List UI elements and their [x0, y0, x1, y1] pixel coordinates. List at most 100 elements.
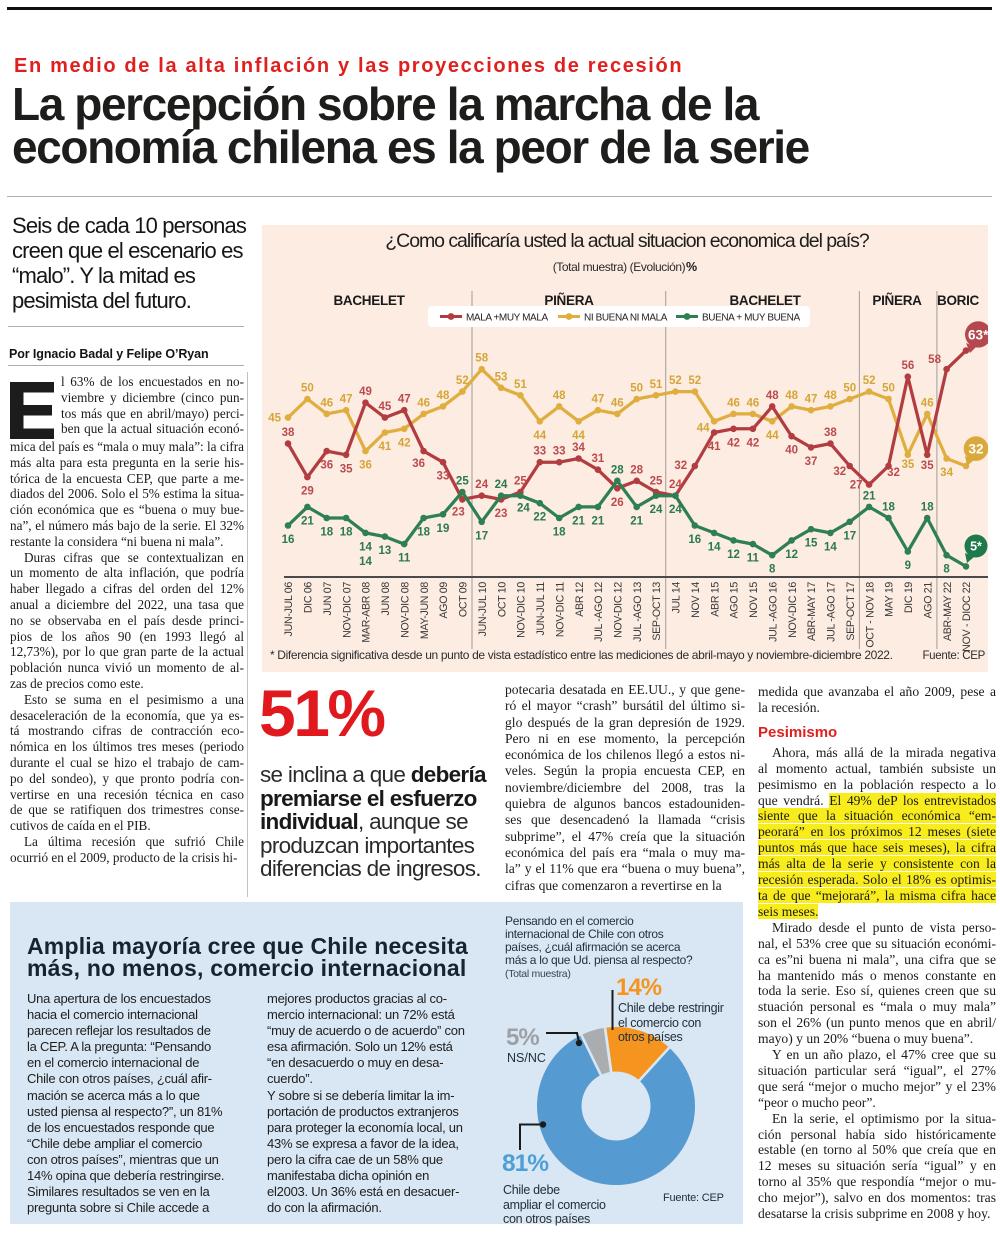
- svg-text:14: 14: [824, 541, 837, 553]
- svg-text:11: 11: [398, 553, 411, 565]
- svg-text:9: 9: [905, 560, 911, 572]
- svg-text:35: 35: [921, 460, 934, 472]
- svg-text:34: 34: [940, 467, 953, 479]
- svg-text:25: 25: [456, 476, 469, 488]
- svg-text:(Total muestra) (Evolución): (Total muestra) (Evolución): [553, 260, 686, 274]
- svg-text:21: 21: [572, 515, 585, 527]
- svg-text:¿Como calificaría usted la act: ¿Como calificaría usted la actual situac…: [385, 230, 870, 252]
- svg-text:JUN 07: JUN 07: [322, 582, 334, 616]
- svg-text:58: 58: [475, 353, 488, 365]
- svg-text:15: 15: [805, 538, 818, 550]
- svg-text:18: 18: [340, 527, 353, 539]
- svg-text:33: 33: [533, 446, 546, 458]
- svg-text:NOV - DIOC 22: NOV - DIOC 22: [961, 582, 973, 652]
- svg-text:12: 12: [785, 549, 798, 561]
- svg-text:56: 56: [901, 360, 914, 372]
- svg-text:25: 25: [650, 476, 663, 488]
- svg-text:24: 24: [650, 504, 663, 516]
- svg-text:JUN-JUL 10: JUN-JUL 10: [477, 582, 489, 637]
- svg-text:8: 8: [943, 564, 950, 576]
- svg-text:18: 18: [921, 502, 934, 514]
- svg-text:44: 44: [766, 430, 779, 442]
- svg-text:14: 14: [359, 556, 372, 568]
- svg-text:46: 46: [611, 397, 624, 409]
- svg-text:46: 46: [921, 397, 934, 409]
- svg-text:ABR 12: ABR 12: [574, 582, 586, 617]
- svg-text:36: 36: [320, 460, 333, 472]
- svg-text:47: 47: [805, 394, 818, 406]
- svg-text:JUL -AGO 17: JUL -AGO 17: [826, 582, 838, 642]
- svg-text:32: 32: [887, 467, 900, 479]
- svg-text:BUENA + MUY BUENA: BUENA + MUY BUENA: [702, 313, 801, 324]
- svg-text:45: 45: [268, 413, 281, 425]
- svg-text:BACHELET: BACHELET: [729, 293, 801, 308]
- svg-text:JUL -AGO 13: JUL -AGO 13: [632, 582, 644, 642]
- svg-text:51: 51: [514, 379, 527, 391]
- svg-text:35: 35: [901, 459, 914, 471]
- svg-text:63*: 63*: [968, 327, 988, 342]
- svg-text:32: 32: [674, 460, 687, 472]
- svg-text:JUL 14: JUL 14: [671, 582, 683, 614]
- svg-text:25: 25: [514, 476, 527, 488]
- svg-text:37: 37: [805, 456, 818, 468]
- svg-text:ABR-MAY 22: ABR-MAY 22: [942, 582, 954, 641]
- svg-text:24: 24: [495, 479, 508, 491]
- svg-text:24: 24: [669, 504, 682, 516]
- svg-text:26: 26: [611, 497, 624, 509]
- svg-text:50: 50: [882, 383, 895, 395]
- svg-text:AGO 21: AGO 21: [922, 582, 934, 619]
- svg-text:5*: 5*: [970, 540, 982, 554]
- svg-text:40: 40: [785, 445, 798, 457]
- svg-text:44: 44: [697, 422, 710, 434]
- svg-text:MAR-ABR 08: MAR-ABR 08: [361, 582, 373, 643]
- svg-text:50: 50: [843, 383, 856, 395]
- svg-text:AGO 15: AGO 15: [729, 582, 741, 619]
- svg-text:27: 27: [850, 480, 863, 492]
- svg-text:52: 52: [688, 375, 701, 387]
- svg-text:44: 44: [572, 430, 585, 442]
- svg-text:21: 21: [863, 490, 876, 502]
- svg-text:11: 11: [747, 553, 760, 565]
- svg-text:NOV 14: NOV 14: [690, 582, 702, 618]
- svg-text:24: 24: [475, 479, 488, 491]
- svg-text:%: %: [686, 260, 697, 274]
- svg-text:18: 18: [417, 527, 430, 539]
- svg-text:42: 42: [398, 437, 411, 449]
- svg-text:53: 53: [495, 371, 508, 383]
- svg-text:36: 36: [359, 460, 372, 472]
- svg-text:14: 14: [708, 541, 721, 553]
- svg-text:PIÑERA: PIÑERA: [544, 293, 594, 308]
- svg-text:OCT - NOV 18: OCT - NOV 18: [864, 582, 876, 648]
- svg-text:21: 21: [630, 515, 643, 527]
- svg-text:MAY 19: MAY 19: [884, 582, 896, 617]
- svg-text:38: 38: [824, 427, 837, 439]
- svg-text:23: 23: [495, 508, 508, 520]
- svg-text:48: 48: [824, 390, 837, 402]
- svg-text:48: 48: [785, 390, 798, 402]
- svg-text:MALA +MUY MALA: MALA +MUY MALA: [466, 313, 548, 324]
- svg-text:34: 34: [572, 442, 585, 454]
- svg-text:NOV-DIC 12: NOV-DIC 12: [612, 582, 624, 638]
- svg-text:51: 51: [650, 379, 663, 391]
- svg-text:DIC 19: DIC 19: [903, 582, 915, 614]
- svg-text:52: 52: [863, 375, 876, 387]
- svg-text:21: 21: [301, 515, 314, 527]
- svg-text:42: 42: [727, 437, 740, 449]
- svg-text:47: 47: [592, 394, 605, 406]
- svg-text:48: 48: [766, 390, 779, 402]
- svg-text:18: 18: [553, 527, 566, 539]
- svg-text:SEP-OCT 13: SEP-OCT 13: [651, 582, 663, 641]
- svg-text:8: 8: [769, 564, 776, 576]
- svg-text:17: 17: [843, 530, 856, 542]
- svg-text:NOV-DIC 11: NOV-DIC 11: [554, 582, 566, 637]
- svg-text:JUN-JUL 06: JUN-JUL 06: [283, 582, 295, 637]
- svg-text:MAY-JUN 08: MAY-JUN 08: [419, 582, 431, 639]
- svg-text:NOV-DIC 08: NOV-DIC 08: [399, 582, 411, 638]
- svg-text:18: 18: [882, 502, 895, 514]
- svg-text:21: 21: [592, 515, 605, 527]
- svg-text:13: 13: [378, 545, 391, 557]
- svg-text:24: 24: [517, 503, 530, 515]
- svg-text:24: 24: [669, 479, 682, 491]
- svg-text:46: 46: [746, 397, 759, 409]
- svg-text:46: 46: [320, 397, 333, 409]
